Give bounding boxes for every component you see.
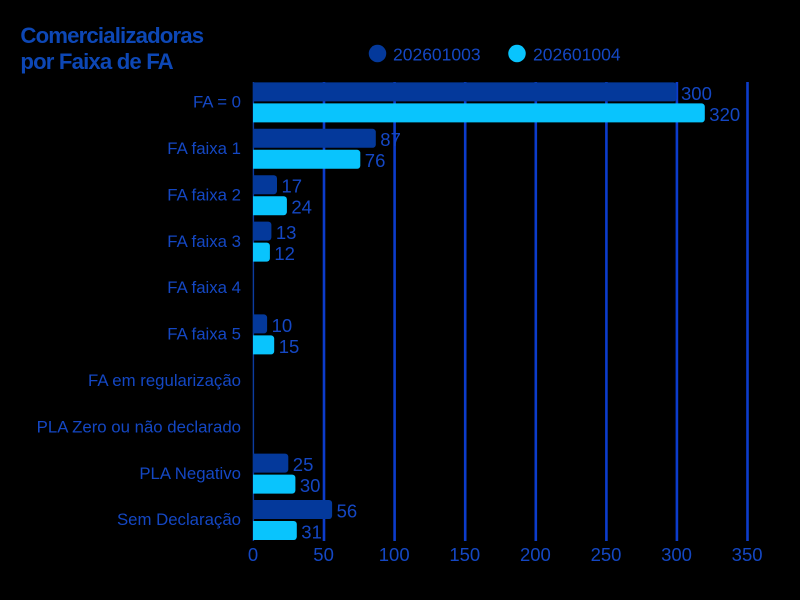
svg-text:202601003: 202601003 [393, 44, 481, 64]
svg-text:76: 76 [365, 150, 386, 171]
svg-text:FA em regularização: FA em regularização [88, 371, 241, 390]
svg-text:300: 300 [661, 544, 692, 565]
svg-text:FA faixa 4: FA faixa 4 [167, 278, 241, 297]
svg-text:FA faixa 5: FA faixa 5 [167, 325, 241, 344]
svg-text:10: 10 [272, 315, 293, 336]
svg-text:31: 31 [301, 521, 322, 542]
svg-text:320: 320 [709, 104, 740, 125]
svg-text:PLA Negativo: PLA Negativo [139, 464, 241, 483]
svg-text:Comercializadoras: Comercializadoras [20, 23, 203, 48]
svg-text:por Faixa de FA: por Faixa de FA [20, 49, 173, 74]
svg-text:250: 250 [591, 544, 622, 565]
svg-text:50: 50 [313, 544, 334, 565]
svg-text:350: 350 [732, 544, 763, 565]
svg-text:FA faixa 3: FA faixa 3 [167, 232, 241, 251]
svg-text:12: 12 [274, 243, 295, 264]
svg-text:200: 200 [520, 544, 551, 565]
svg-text:87: 87 [380, 129, 401, 150]
svg-text:FA faixa 2: FA faixa 2 [167, 185, 241, 204]
svg-text:Sem Declaração: Sem Declaração [117, 510, 241, 529]
svg-text:15: 15 [279, 336, 300, 357]
svg-text:24: 24 [291, 197, 312, 218]
svg-text:PLA Zero ou não declarado: PLA Zero ou não declarado [37, 417, 241, 436]
svg-text:30: 30 [300, 475, 321, 496]
svg-text:FA = 0: FA = 0 [193, 93, 241, 112]
svg-text:25: 25 [293, 454, 314, 475]
svg-text:202601004: 202601004 [533, 44, 621, 64]
svg-text:13: 13 [276, 222, 297, 243]
svg-text:300: 300 [681, 83, 712, 104]
svg-text:FA faixa 1: FA faixa 1 [167, 139, 241, 158]
svg-text:0: 0 [248, 544, 258, 565]
svg-text:100: 100 [379, 544, 410, 565]
svg-text:17: 17 [282, 176, 303, 197]
svg-text:56: 56 [337, 500, 358, 521]
svg-text:150: 150 [449, 544, 480, 565]
